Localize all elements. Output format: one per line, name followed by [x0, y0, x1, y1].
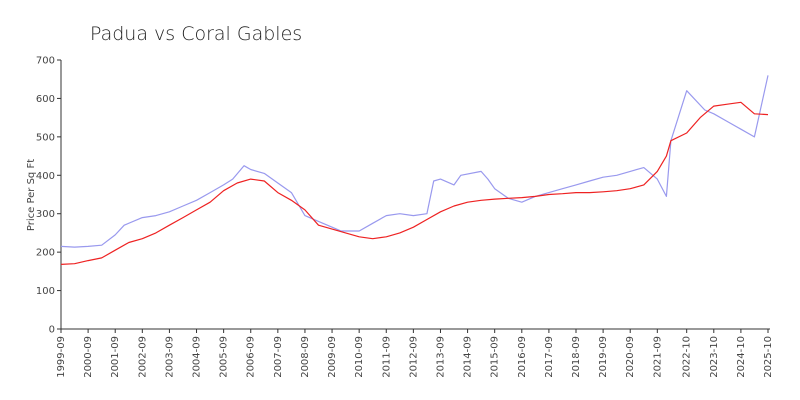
x-tick-label: 2009-09: [327, 336, 338, 378]
x-tick-label: 2004-09: [192, 336, 203, 378]
y-tick-label: 400: [36, 171, 55, 182]
x-tick-label: 2018-09: [571, 336, 582, 378]
x-tick-label: 2024-10: [736, 336, 747, 378]
series-line-1: [60, 75, 769, 248]
x-tick-label: 2013-09: [435, 336, 446, 378]
x-tick-label: 2001-09: [110, 336, 121, 378]
x-tick-label: 2010-09: [354, 336, 365, 378]
y-tick-label: 300: [36, 209, 55, 220]
y-ticks: 0 100 200 300 400 500 600 700: [36, 56, 61, 336]
x-tick-label: 2008-09: [300, 336, 311, 378]
y-tick-label: 600: [36, 94, 55, 105]
series-line-2: [60, 101, 769, 265]
x-tick-label: 2014-09: [463, 336, 474, 378]
x-ticks: 1999-09 2000-09 2001-09 2002-09 2003-09 2004-…: [56, 329, 774, 378]
x-tick-label: 2000-09: [83, 336, 94, 378]
y-axis-label: Price Per Sq Ft: [26, 159, 37, 231]
x-tick-label: 2023-10: [709, 336, 720, 378]
x-tick-label: 2022-10: [682, 336, 693, 378]
y-tick-label: 0: [49, 325, 55, 336]
x-tick-label: 2020-09: [625, 336, 636, 378]
x-tick-label: 2003-09: [164, 336, 175, 378]
y-tick-label: 100: [36, 286, 55, 297]
x-tick-label: 2017-09: [544, 336, 555, 378]
series-lines: [60, 75, 769, 265]
y-tick-label: 700: [36, 56, 55, 67]
x-tick-label: 2011-09: [381, 336, 392, 378]
y-tick-label: 200: [36, 248, 55, 259]
x-tick-label: 2019-09: [598, 336, 609, 378]
x-tick-label: 2005-09: [219, 336, 230, 378]
x-tick-label: 2016-09: [517, 336, 528, 378]
x-tick-label: 2021-09: [652, 336, 663, 378]
x-tick-label: 2006-09: [246, 336, 257, 378]
x-tick-label: 1999-09: [56, 336, 67, 378]
x-tick-label: 2007-09: [273, 336, 284, 378]
x-tick-label: 2012-09: [408, 336, 419, 378]
chart-title: Padua vs Coral Gables: [90, 23, 302, 45]
y-tick-label: 500: [36, 132, 55, 143]
x-tick-label: 2002-09: [137, 336, 148, 378]
x-tick-label: 2015-09: [490, 336, 501, 378]
x-tick-label: 2025-10: [763, 336, 774, 378]
